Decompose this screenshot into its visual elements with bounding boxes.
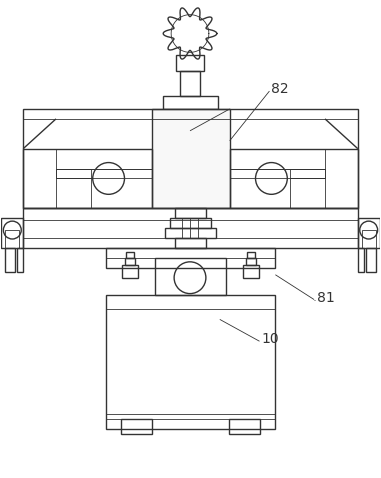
Bar bbox=[247, 252, 255, 258]
Bar bbox=[23, 109, 358, 208]
Bar bbox=[126, 252, 134, 258]
Bar bbox=[2, 218, 23, 248]
Bar bbox=[152, 109, 230, 208]
Bar bbox=[56, 169, 91, 178]
Bar bbox=[176, 55, 204, 71]
Bar bbox=[125, 258, 135, 265]
Bar bbox=[56, 169, 152, 178]
Bar bbox=[106, 294, 275, 429]
Text: 82: 82 bbox=[271, 82, 289, 96]
Bar bbox=[175, 208, 206, 218]
Bar bbox=[5, 230, 19, 248]
Bar bbox=[358, 218, 379, 248]
Text: 81: 81 bbox=[317, 291, 335, 304]
Bar bbox=[230, 169, 325, 178]
Bar bbox=[163, 96, 218, 109]
Bar bbox=[170, 218, 211, 228]
Bar bbox=[120, 419, 152, 434]
Bar bbox=[290, 169, 325, 178]
Bar bbox=[290, 178, 325, 208]
Bar bbox=[106, 248, 275, 268]
Bar bbox=[243, 265, 258, 278]
Bar bbox=[56, 178, 91, 208]
Bar bbox=[366, 248, 376, 272]
Bar bbox=[165, 228, 216, 238]
Text: 10: 10 bbox=[261, 332, 279, 346]
Bar bbox=[56, 149, 152, 169]
Bar bbox=[358, 248, 364, 272]
Bar bbox=[180, 71, 200, 96]
Bar bbox=[155, 258, 226, 294]
Bar bbox=[229, 419, 261, 434]
Bar bbox=[230, 149, 325, 169]
Bar bbox=[23, 208, 358, 248]
Bar bbox=[362, 230, 376, 248]
Bar bbox=[5, 248, 15, 272]
Bar bbox=[246, 258, 256, 265]
Bar bbox=[175, 238, 206, 248]
Bar bbox=[17, 248, 23, 272]
Bar bbox=[123, 265, 138, 278]
